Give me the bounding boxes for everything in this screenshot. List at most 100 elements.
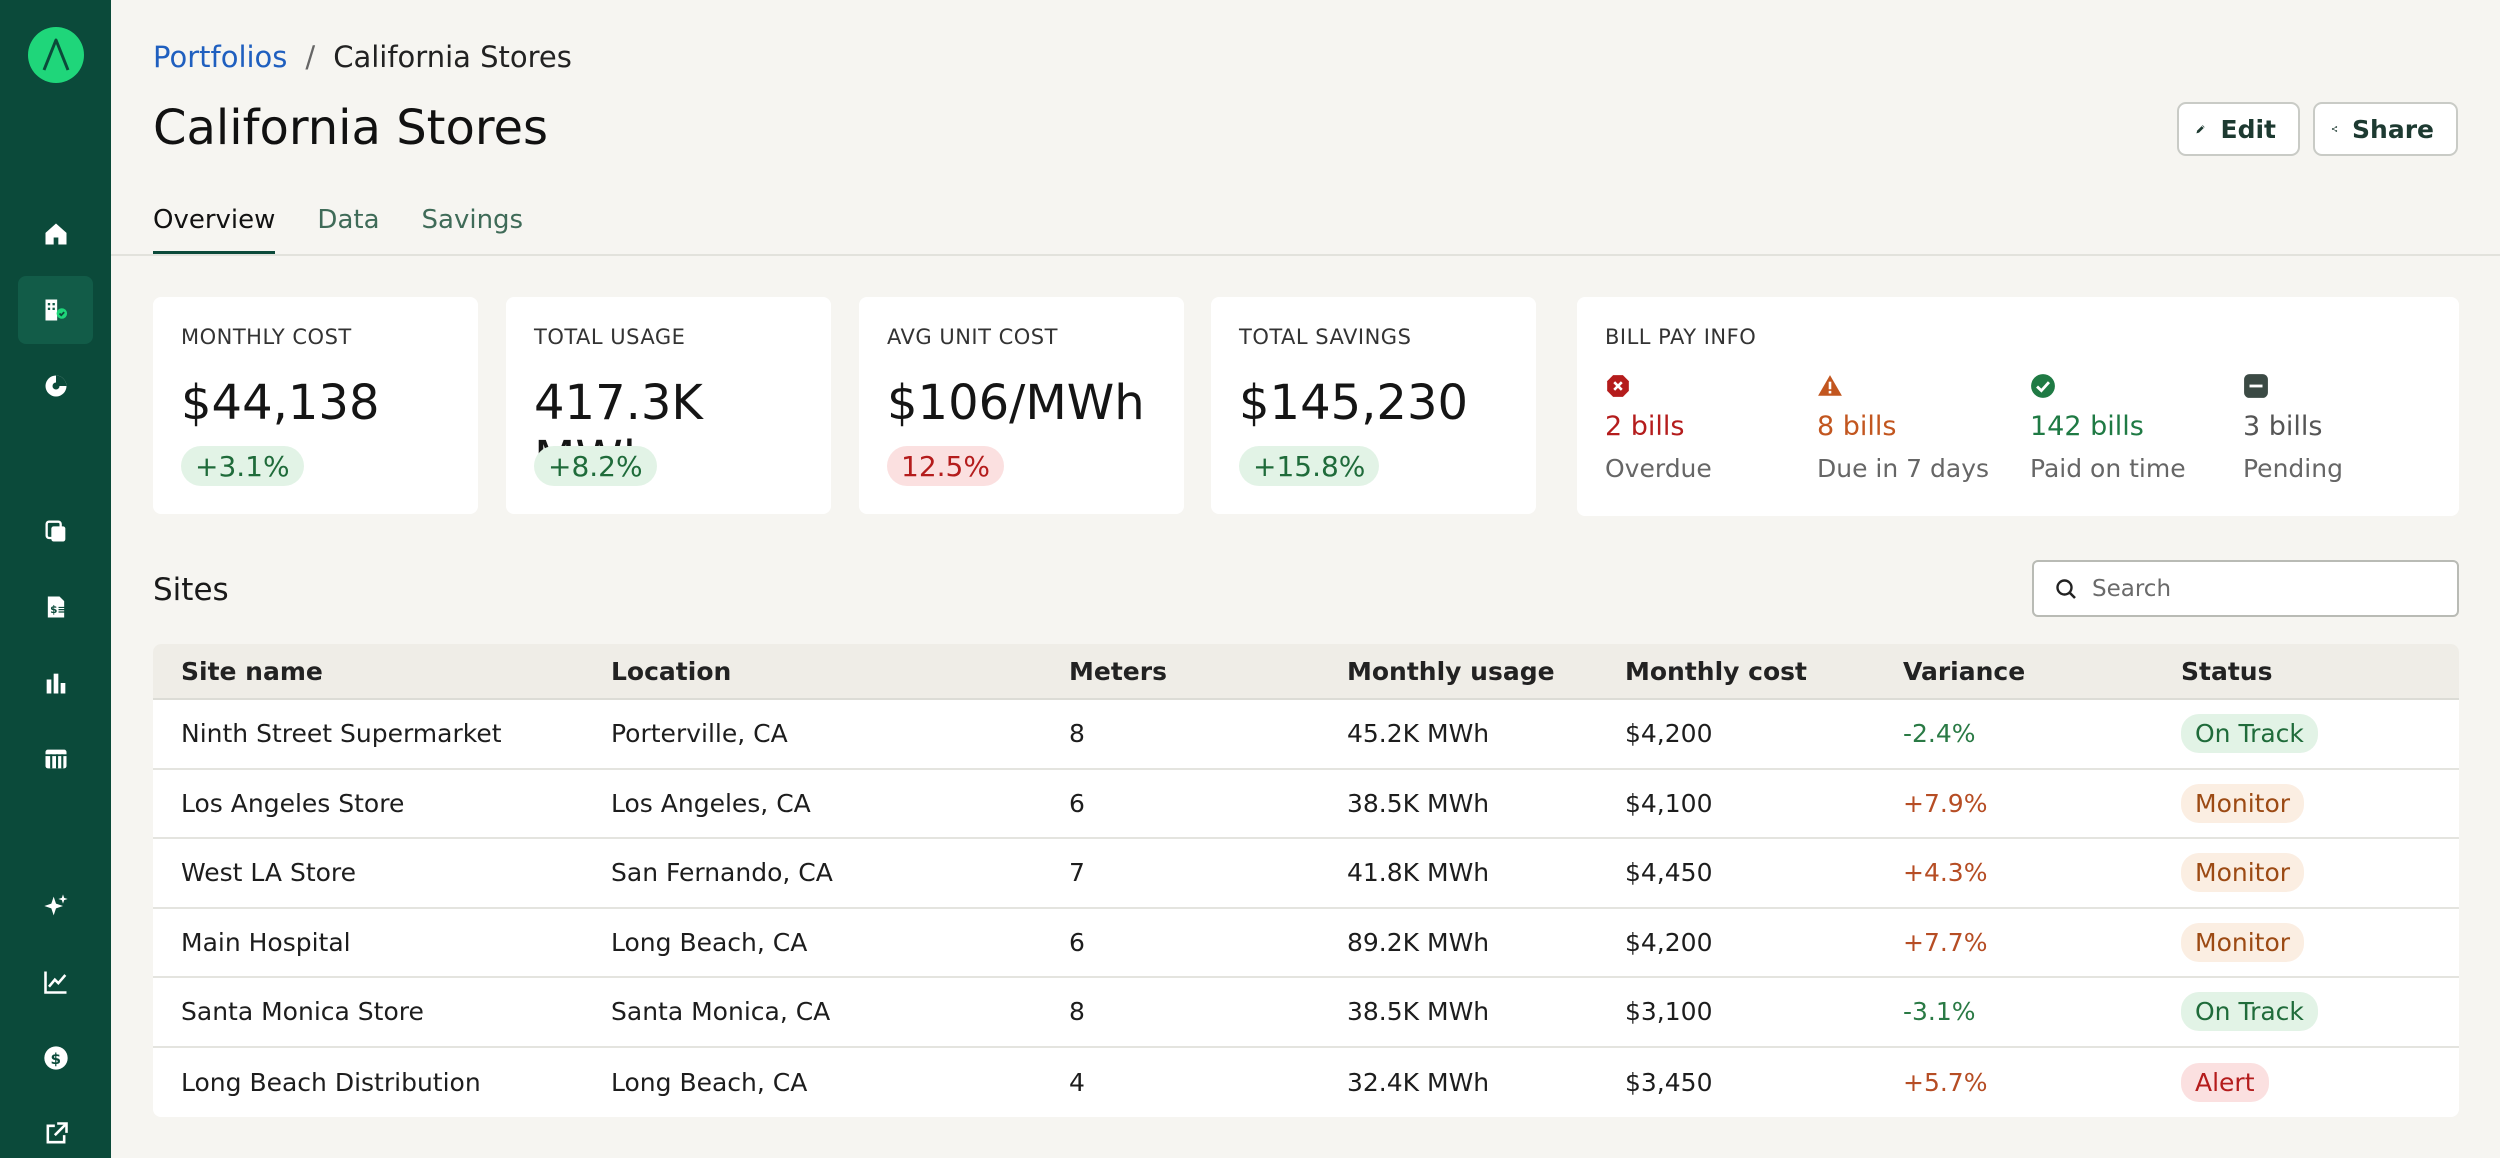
cell-site-name: Ninth Street Supermarket (181, 719, 502, 749)
kpi-change-badge: 12.5% (887, 446, 1004, 486)
cell-status: Monitor (2181, 853, 2459, 893)
cell-meters: 6 (1069, 788, 1085, 818)
table-row[interactable]: Ninth Street Supermarket Porterville, CA… (153, 700, 2459, 770)
share-icon (2331, 126, 2338, 132)
bill-status-overdue[interactable]: 2 bills Overdue (1605, 373, 1712, 483)
app-logo[interactable] (28, 27, 84, 83)
kpi-change-badge: +15.8% (1239, 446, 1380, 486)
check-circle-icon (2031, 374, 2055, 398)
cell-site-name: Santa Monica Store (181, 997, 424, 1027)
external-link-icon (46, 1122, 68, 1144)
bill-count: 2 bills (1605, 411, 1685, 442)
sidebar-item-analytics[interactable] (18, 352, 93, 420)
tab-data[interactable]: Data (317, 205, 380, 235)
kpi-label: AVG UNIT COST (887, 325, 1058, 349)
pending-icon (2244, 374, 2268, 398)
status-badge: On Track (2181, 992, 2318, 1032)
sidebar-item-bills[interactable]: $≡ (18, 573, 93, 641)
cell-location: Los Angeles, CA (611, 788, 811, 818)
sites-search[interactable] (2032, 560, 2459, 617)
cell-monthly-usage: 89.2K MWh (1347, 927, 1490, 957)
edit-button-label: Edit (2220, 114, 2277, 144)
bill-status-paid[interactable]: 142 bills Paid on time (2030, 373, 2186, 483)
cell-location: Long Beach, CA (611, 1067, 808, 1097)
tab-savings[interactable]: Savings (421, 205, 524, 235)
cell-site-name: Los Angeles Store (181, 788, 405, 818)
line-chart-icon (43, 971, 66, 994)
kpi-card-monthly-cost: MONTHLY COST $44,138 +3.1% (153, 297, 478, 514)
cell-status: On Track (2181, 714, 2459, 754)
status-badge: Monitor (2181, 853, 2305, 893)
kpi-value: $106/MWh (887, 375, 1145, 431)
cell-location: Santa Monica, CA (611, 997, 831, 1027)
cell-variance: +5.7% (1903, 1067, 1988, 1097)
table-row[interactable]: Long Beach Distribution Long Beach, CA 4… (153, 1048, 2459, 1118)
column-header-monthly-usage[interactable]: Monthly usage (1347, 656, 1555, 686)
table-icon (45, 749, 66, 769)
kpi-card-total-savings: TOTAL SAVINGS $145,230 +15.8% (1211, 297, 1536, 514)
cell-meters: 8 (1069, 719, 1085, 749)
sidebar-item-home[interactable] (18, 200, 93, 268)
sidebar-item-billing[interactable]: $ (18, 1024, 93, 1092)
copy-icon (45, 520, 65, 542)
kpi-label: MONTHLY COST (181, 325, 352, 349)
sidebar-item-ai[interactable] (18, 872, 93, 940)
sidebar-item-tables[interactable] (18, 725, 93, 793)
bill-status-pending[interactable]: 3 bills Pending (2243, 373, 2343, 483)
bill-pay-card: BILL PAY INFO 2 bills Overdue 8 bills Du… (1577, 297, 2459, 516)
svg-text:$: $ (50, 1050, 61, 1068)
tab-overview[interactable]: Overview (153, 205, 276, 255)
warning-icon (1818, 375, 1842, 396)
sidebar-item-external[interactable] (18, 1100, 93, 1158)
column-header-site-name[interactable]: Site name (181, 656, 323, 686)
table-row[interactable]: Main Hospital Long Beach, CA 6 89.2K MWh… (153, 909, 2459, 978)
column-header-variance[interactable]: Variance (1903, 656, 2026, 686)
kpi-card-total-usage: TOTAL USAGE 417.3K MWh +8.2% (506, 297, 831, 514)
table-row[interactable]: Santa Monica Store Santa Monica, CA 8 38… (153, 978, 2459, 1048)
cell-monthly-usage: 38.5K MWh (1347, 788, 1490, 818)
cell-monthly-cost: $4,450 (1625, 858, 1713, 888)
cell-monthly-cost: $4,200 (1625, 927, 1713, 957)
cell-status: Monitor (2181, 783, 2459, 823)
bill-status-due-soon[interactable]: 8 bills Due in 7 days (1817, 373, 1989, 483)
breadcrumb-portfolios-link[interactable]: Portfolios (153, 40, 288, 74)
cell-monthly-cost: $3,100 (1625, 997, 1713, 1027)
breadcrumb-current: California Stores (333, 40, 572, 74)
tab-bar: Overview Data Savings (153, 205, 523, 255)
tab-divider (111, 254, 2500, 256)
status-badge: On Track (2181, 714, 2318, 754)
bill-desc: Paid on time (2030, 454, 2186, 483)
cell-meters: 7 (1069, 858, 1085, 888)
sidebar: $≡ $ (0, 0, 111, 1158)
search-input[interactable] (2092, 575, 2432, 602)
bill-count: 8 bills (1817, 411, 1897, 442)
table-row[interactable]: Los Angeles Store Los Angeles, CA 6 38.5… (153, 770, 2459, 839)
share-button[interactable]: Share (2313, 102, 2458, 156)
cell-variance: -3.1% (1903, 997, 1976, 1027)
edit-button[interactable]: Edit (2177, 102, 2300, 156)
cell-monthly-usage: 45.2K MWh (1347, 719, 1490, 749)
sidebar-item-documents[interactable] (18, 497, 93, 565)
dollar-icon: $ (43, 1046, 68, 1070)
search-icon (2056, 578, 2076, 599)
sites-table: Site name Location Meters Monthly usage … (153, 644, 2459, 1117)
cell-monthly-cost: $4,200 (1625, 719, 1713, 749)
share-button-label: Share (2352, 114, 2434, 144)
cell-meters: 4 (1069, 1067, 1085, 1097)
column-header-status[interactable]: Status (2181, 656, 2273, 686)
table-row[interactable]: West LA Store San Fernando, CA 7 41.8K M… (153, 839, 2459, 909)
column-header-monthly-cost[interactable]: Monthly cost (1625, 656, 1807, 686)
pie-chart-icon (45, 375, 66, 397)
bill-desc: Overdue (1605, 454, 1712, 483)
column-header-location[interactable]: Location (611, 656, 732, 686)
invoice-icon: $≡ (47, 596, 66, 618)
bill-pay-label: BILL PAY INFO (1605, 325, 1757, 349)
cell-monthly-usage: 32.4K MWh (1347, 1067, 1490, 1097)
column-header-meters[interactable]: Meters (1069, 656, 1167, 686)
status-badge: Alert (2181, 1062, 2269, 1102)
cell-meters: 6 (1069, 927, 1085, 957)
kpi-value: $145,230 (1239, 375, 1469, 431)
sidebar-item-reports[interactable] (18, 649, 93, 717)
sidebar-item-portfolios[interactable] (18, 276, 93, 344)
sidebar-item-trends[interactable] (18, 948, 93, 1016)
